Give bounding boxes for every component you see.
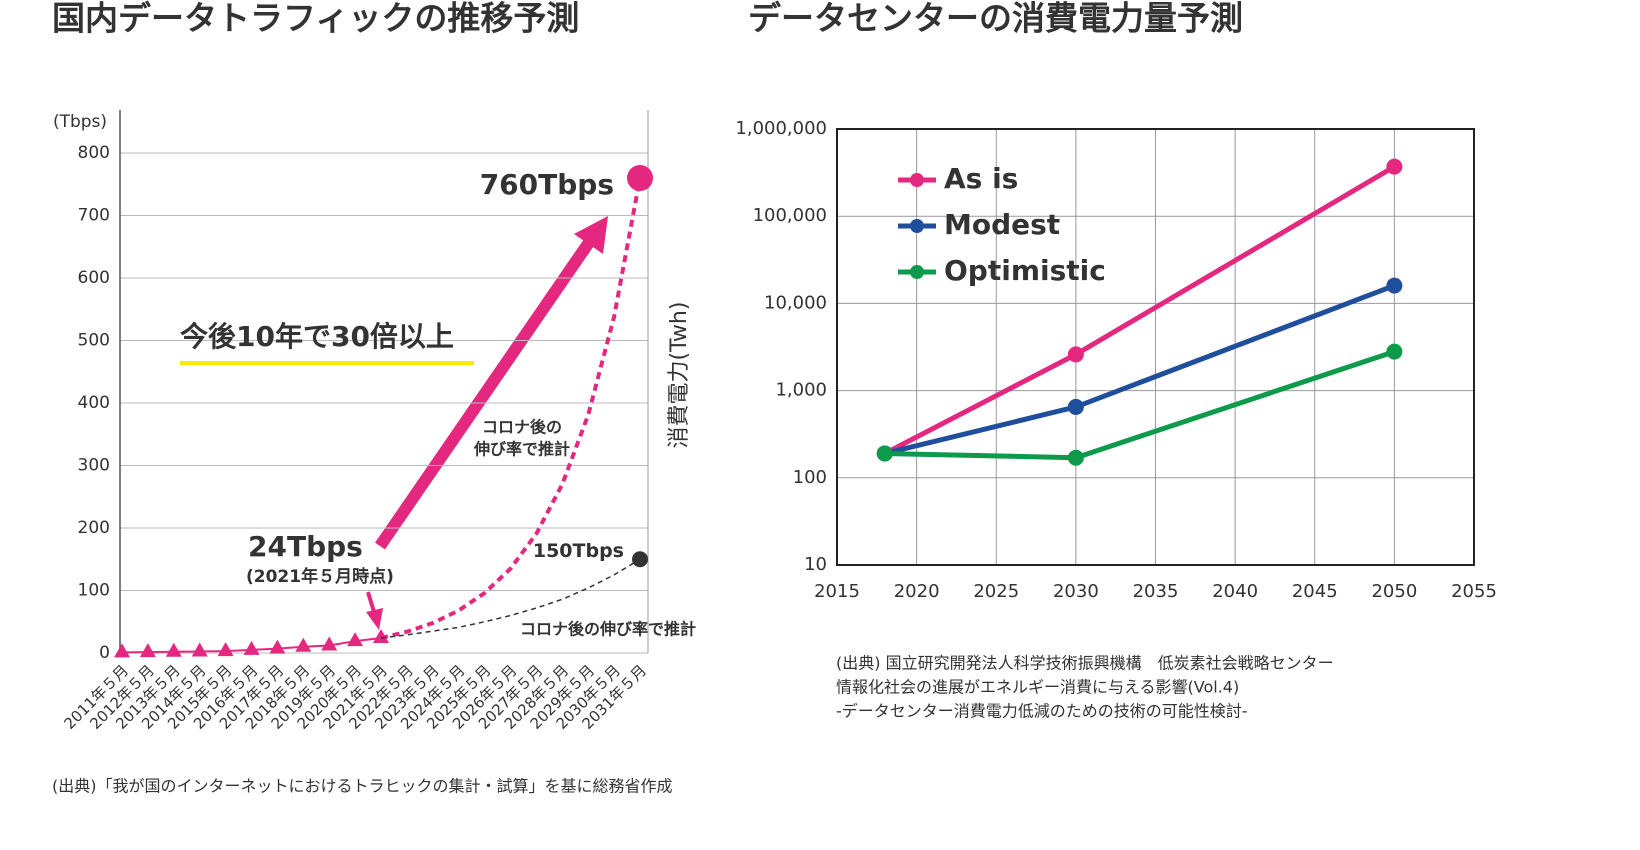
- annotation: コロナ後の伸び率で推計: [520, 620, 696, 639]
- x-tick-label: 2050: [1371, 581, 1417, 602]
- point-marker: [321, 636, 338, 651]
- y-tick-label: 600: [78, 268, 110, 288]
- y-tick-label: 0: [99, 643, 110, 663]
- source-note: (出典)「我が国のインターネットにおけるトラヒックの集計・試算」を基に総務省作成: [52, 777, 673, 796]
- growth-arrow: [375, 234, 597, 550]
- pointer-arrow: [366, 591, 376, 613]
- point-marker: [165, 642, 182, 657]
- legend-label: Modest: [944, 208, 1060, 241]
- x-tick-label: 2055: [1451, 581, 1497, 602]
- series-line: [884, 349, 1396, 461]
- point-marker: [217, 642, 234, 657]
- source-note: -データセンター消費電力低減のための技術の可能性検討-: [836, 702, 1248, 721]
- annotation: 今後10年で30倍以上: [180, 320, 454, 353]
- x-tick-label: 2040: [1212, 581, 1258, 602]
- point-marker: [1386, 158, 1403, 175]
- x-tick-label: 2035: [1133, 581, 1179, 602]
- y-tick-label: 100: [78, 581, 110, 601]
- legend-marker: [910, 219, 924, 233]
- annotation: 伸び率で推計: [473, 440, 570, 459]
- legend-marker: [910, 173, 924, 187]
- value-label: 150Tbps: [533, 540, 624, 562]
- y-axis-label: (Tbps): [53, 112, 107, 132]
- x-tick-label: 2045: [1292, 581, 1338, 602]
- y-tick-label: 100,000: [753, 205, 827, 226]
- y-tick-label: 10: [804, 554, 827, 575]
- point-marker: [1067, 398, 1084, 415]
- point-marker: [269, 639, 286, 654]
- y-tick-label: 100: [793, 467, 827, 488]
- annotation: コロナ後の: [482, 418, 562, 437]
- source-note: 情報化社会の進展がエネルギー消費に与える影響(Vol.4): [836, 678, 1239, 697]
- y-tick-label: 400: [78, 393, 110, 413]
- y-tick-label: 1,000,000: [735, 118, 827, 139]
- legend-label: Optimistic: [944, 254, 1106, 287]
- x-tick-label: 2015: [814, 581, 860, 602]
- point-marker: [114, 643, 130, 658]
- y-tick-label: 300: [78, 456, 110, 476]
- point-marker: [1386, 277, 1403, 294]
- x-tick-label: 2020: [894, 581, 940, 602]
- point-marker: [1386, 343, 1403, 360]
- annotation: (2021年５月時点): [246, 566, 394, 587]
- y-tick-label: 800: [78, 143, 110, 163]
- point-marker: [1067, 346, 1084, 363]
- growth-arrow-head: [574, 216, 608, 254]
- point-marker: [876, 445, 893, 462]
- value-label: 24Tbps: [248, 530, 363, 563]
- x-tick-label: 2025: [973, 581, 1019, 602]
- y-tick-label: 1,000: [775, 380, 827, 401]
- point-marker: [347, 632, 364, 647]
- x-tick-label: 2030: [1053, 581, 1099, 602]
- y-axis-label: 消費電力(Twh): [667, 302, 692, 449]
- point-marker: [191, 642, 208, 657]
- pointer-arrow-head: [366, 608, 383, 630]
- point-marker: [1067, 449, 1084, 466]
- series-line: [884, 283, 1396, 456]
- point-marker: [295, 637, 312, 652]
- point-marker: [243, 640, 260, 655]
- value-label: 760Tbps: [480, 168, 614, 201]
- chart-title: データセンターの消費電力量予測: [748, 0, 1243, 38]
- point-marker: [632, 551, 648, 568]
- series-line: [380, 177, 642, 640]
- point-marker: [627, 165, 653, 191]
- legend-marker: [910, 265, 924, 279]
- y-tick-label: 200: [78, 518, 110, 538]
- source-note: (出典) 国立研究開発法人科学技術振興機構 低炭素社会戦略センター: [836, 654, 1334, 673]
- legend-label: As is: [944, 162, 1018, 195]
- plot-frame: [836, 128, 1475, 566]
- y-tick-label: 700: [78, 206, 110, 226]
- chart-title: 国内データトラフィックの推移予測: [52, 0, 579, 38]
- y-tick-label: 10,000: [764, 292, 827, 313]
- y-tick-label: 500: [78, 331, 110, 351]
- point-marker: [139, 643, 156, 658]
